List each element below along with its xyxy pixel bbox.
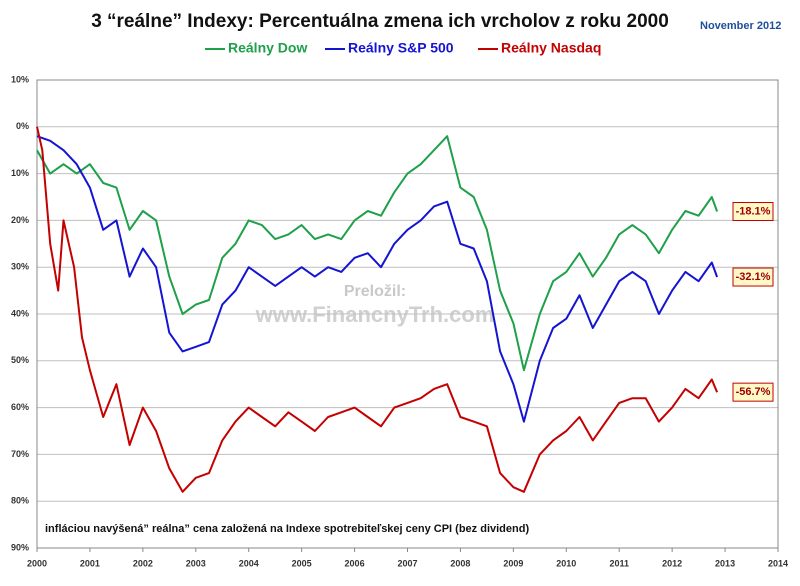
x-tick-label: 2010 <box>556 558 576 568</box>
x-tick-label: 2012 <box>662 558 682 568</box>
y-tick-label: 60% <box>11 402 29 412</box>
x-tick-label: 2007 <box>397 558 417 568</box>
end-label: -56.7% <box>736 386 771 398</box>
chart-title: 3 “reálne” Indexy: Percentuálna zmena ic… <box>91 11 669 32</box>
x-tick-label: 2003 <box>186 558 206 568</box>
end-label-box <box>732 202 774 222</box>
y-tick-label: 40% <box>11 308 29 318</box>
x-tick-label: 2005 <box>292 558 312 568</box>
y-tick-label: 50% <box>11 355 29 365</box>
y-tick-label: 10% <box>11 74 29 84</box>
x-tick-label: 2000 <box>27 558 47 568</box>
y-tick-label: 30% <box>11 262 29 272</box>
chart-subtitle: November 2012 <box>700 20 781 32</box>
y-tick-label: 80% <box>11 496 29 506</box>
end-label: -18.1% <box>736 205 771 217</box>
x-tick-label: 2006 <box>345 558 365 568</box>
x-tick-label: 2002 <box>133 558 153 568</box>
x-tick-label: 2009 <box>503 558 523 568</box>
y-tick-label: 0% <box>16 121 29 131</box>
legend-label: Reálny S&P 500 <box>348 40 454 56</box>
y-tick-label: 10% <box>11 168 29 178</box>
end-label-box <box>732 382 774 402</box>
series-line <box>36 135 719 372</box>
legend-label: Reálny Nasdaq <box>501 40 601 56</box>
x-tick-label: 2013 <box>715 558 735 568</box>
x-tick-label: 2011 <box>609 558 629 568</box>
x-tick-label: 2008 <box>450 558 470 568</box>
watermark: Preložil: <box>344 283 406 300</box>
end-label: -32.1% <box>736 271 771 283</box>
legend-label: Reálny Dow <box>228 40 307 56</box>
x-tick-label: 2001 <box>80 558 100 568</box>
end-label-box <box>732 267 774 287</box>
y-tick-label: 70% <box>11 449 29 459</box>
series-line <box>36 135 719 423</box>
x-tick-label: 2014 <box>768 558 788 568</box>
y-tick-label: 20% <box>11 215 29 225</box>
x-tick-label: 2004 <box>239 558 259 568</box>
footnote: infláciou navýšená” reálna” cena založen… <box>45 523 529 535</box>
series-line <box>36 126 719 493</box>
y-tick-label: 90% <box>11 542 29 552</box>
